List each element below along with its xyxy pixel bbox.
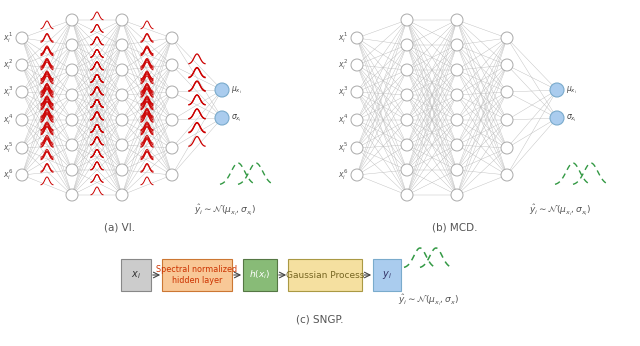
Circle shape <box>16 142 28 154</box>
Circle shape <box>166 59 178 71</box>
Circle shape <box>451 189 463 201</box>
Circle shape <box>215 83 229 97</box>
Text: $x_i^2$: $x_i^2$ <box>338 57 348 72</box>
Circle shape <box>66 39 78 51</box>
Circle shape <box>401 39 413 51</box>
Circle shape <box>116 139 128 151</box>
Circle shape <box>166 114 178 126</box>
Text: $\hat{y}_i \sim \mathcal{N}(\mu_{x_i}, \sigma_{x_i})$: $\hat{y}_i \sim \mathcal{N}(\mu_{x_i}, \… <box>529 202 591 218</box>
Circle shape <box>451 89 463 101</box>
Text: $x_i^6$: $x_i^6$ <box>338 167 348 182</box>
Circle shape <box>166 169 178 181</box>
FancyBboxPatch shape <box>243 259 277 291</box>
Text: Gaussian Process: Gaussian Process <box>286 271 364 280</box>
Circle shape <box>401 189 413 201</box>
Circle shape <box>66 89 78 101</box>
Circle shape <box>401 89 413 101</box>
FancyBboxPatch shape <box>162 259 232 291</box>
Circle shape <box>401 164 413 176</box>
Circle shape <box>166 86 178 98</box>
Circle shape <box>351 169 363 181</box>
Circle shape <box>501 32 513 44</box>
Text: (a) VI.: (a) VI. <box>104 223 136 233</box>
Text: (c) SNGP.: (c) SNGP. <box>296 315 344 325</box>
Circle shape <box>166 142 178 154</box>
Circle shape <box>116 189 128 201</box>
FancyBboxPatch shape <box>121 259 151 291</box>
Circle shape <box>501 86 513 98</box>
Text: $x_i^3$: $x_i^3$ <box>338 84 348 99</box>
Circle shape <box>550 83 564 97</box>
Circle shape <box>116 89 128 101</box>
Circle shape <box>451 39 463 51</box>
Text: $\sigma_{x_i}$: $\sigma_{x_i}$ <box>566 112 577 124</box>
Circle shape <box>215 111 229 125</box>
Text: $x_i^4$: $x_i^4$ <box>3 112 13 127</box>
Circle shape <box>166 32 178 44</box>
Circle shape <box>351 59 363 71</box>
Text: $\hat{y}_i \sim \mathcal{N}(\mu_{x_i}, \sigma_x)$: $\hat{y}_i \sim \mathcal{N}(\mu_{x_i}, \… <box>397 292 458 308</box>
Circle shape <box>451 64 463 76</box>
Text: $x_i^1$: $x_i^1$ <box>3 30 13 45</box>
Circle shape <box>501 169 513 181</box>
Circle shape <box>116 64 128 76</box>
Circle shape <box>501 142 513 154</box>
Text: (b) MCD.: (b) MCD. <box>432 223 477 233</box>
Text: $\sigma_{x_i}$: $\sigma_{x_i}$ <box>231 112 242 124</box>
Circle shape <box>16 86 28 98</box>
Circle shape <box>351 142 363 154</box>
FancyBboxPatch shape <box>373 259 401 291</box>
Text: $\hat{y}_i \sim \mathcal{N}(\mu_{x_i}, \sigma_{x_i})$: $\hat{y}_i \sim \mathcal{N}(\mu_{x_i}, \… <box>194 202 256 218</box>
Circle shape <box>16 114 28 126</box>
Circle shape <box>451 14 463 26</box>
Circle shape <box>66 189 78 201</box>
Circle shape <box>66 139 78 151</box>
Text: $x_i^6$: $x_i^6$ <box>3 167 13 182</box>
Circle shape <box>401 139 413 151</box>
Text: $x_i^3$: $x_i^3$ <box>3 84 13 99</box>
Circle shape <box>501 59 513 71</box>
Circle shape <box>451 114 463 126</box>
Text: $x_i^4$: $x_i^4$ <box>338 112 348 127</box>
Circle shape <box>116 164 128 176</box>
Circle shape <box>351 86 363 98</box>
Text: $x_i^1$: $x_i^1$ <box>338 30 348 45</box>
Text: $\mu_{x_i}$: $\mu_{x_i}$ <box>566 84 577 96</box>
Circle shape <box>66 14 78 26</box>
Circle shape <box>451 164 463 176</box>
Circle shape <box>550 111 564 125</box>
Circle shape <box>116 114 128 126</box>
Circle shape <box>451 139 463 151</box>
Text: $y_i$: $y_i$ <box>382 269 392 281</box>
Circle shape <box>401 114 413 126</box>
Circle shape <box>16 32 28 44</box>
Circle shape <box>16 59 28 71</box>
FancyBboxPatch shape <box>288 259 362 291</box>
Text: Spectral normalized
hidden layer: Spectral normalized hidden layer <box>156 265 237 285</box>
Text: $x_i$: $x_i$ <box>131 269 141 281</box>
Circle shape <box>401 14 413 26</box>
Text: $\mu_{x_i}$: $\mu_{x_i}$ <box>231 84 242 96</box>
Circle shape <box>16 169 28 181</box>
Circle shape <box>116 39 128 51</box>
Text: $x_i^5$: $x_i^5$ <box>3 140 13 155</box>
Circle shape <box>501 114 513 126</box>
Text: $x_i^5$: $x_i^5$ <box>338 140 348 155</box>
Text: $x_i^2$: $x_i^2$ <box>3 57 13 72</box>
Circle shape <box>66 114 78 126</box>
Text: $h(x_i)$: $h(x_i)$ <box>250 269 271 281</box>
Circle shape <box>351 32 363 44</box>
Circle shape <box>66 64 78 76</box>
Circle shape <box>351 114 363 126</box>
Circle shape <box>401 64 413 76</box>
Circle shape <box>66 164 78 176</box>
Circle shape <box>116 14 128 26</box>
